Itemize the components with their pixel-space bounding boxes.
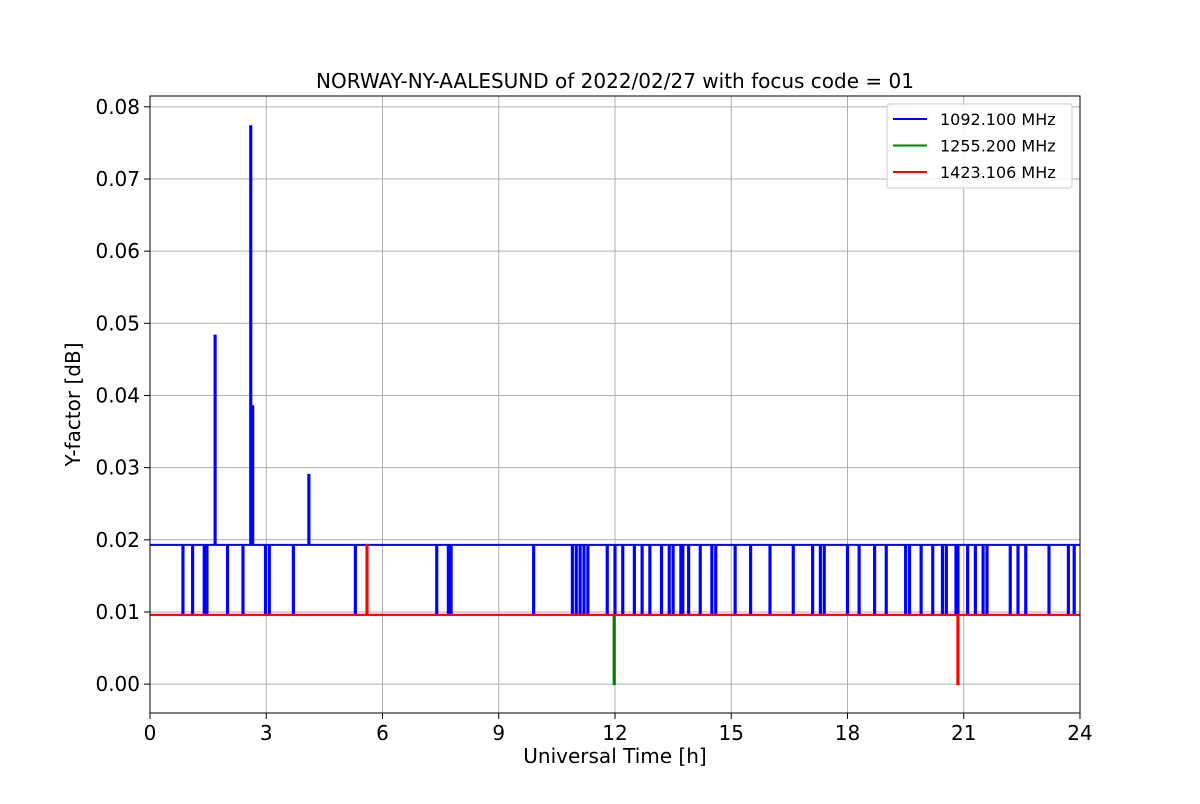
y-tick-label: 0.00	[95, 672, 140, 696]
series-layer	[150, 125, 1080, 686]
y-tick-label: 0.07	[95, 167, 140, 191]
legend-label: 1092.100 MHz	[940, 110, 1056, 129]
x-tick-label: 18	[835, 721, 860, 745]
ticks: 0 3 6 9 12 15 18 21 24 0.00 0.01 0.02 0.03 0.04 0.05 0.…	[95, 95, 1092, 745]
x-axis-label: Universal Time [h]	[523, 744, 706, 768]
y-tick-label: 0.08	[95, 95, 140, 119]
y-tick-label: 0.01	[95, 600, 140, 624]
y-tick-label: 0.03	[95, 456, 140, 480]
x-tick-label: 9	[492, 721, 505, 745]
x-tick-label: 12	[602, 721, 627, 745]
series-line-2	[150, 543, 1080, 686]
x-tick-label: 0	[144, 721, 157, 745]
legend-label: 1255.200 MHz	[940, 137, 1056, 156]
y-tick-label: 0.06	[95, 239, 140, 263]
y-tick-label: 0.04	[95, 383, 140, 407]
grid	[149, 96, 1081, 713]
x-tick-label: 21	[951, 721, 976, 745]
x-tick-label: 15	[719, 721, 744, 745]
y-axis-label: Y-factor [dB]	[61, 342, 85, 467]
legend: 1092.100 MHz 1255.200 MHz 1423.106 MHz	[886, 103, 1073, 189]
legend-label: 1423.106 MHz	[940, 163, 1056, 182]
x-tick-label: 24	[1067, 721, 1092, 745]
series-line-1	[150, 613, 1080, 686]
y-tick-label: 0.05	[95, 311, 140, 335]
legend-box	[886, 103, 1073, 189]
y-tick-label: 0.02	[95, 528, 140, 552]
x-tick-label: 6	[376, 721, 389, 745]
chart-title: NORWAY-NY-AALESUND of 2022/02/27 with fo…	[316, 69, 914, 93]
x-tick-label: 3	[260, 721, 273, 745]
